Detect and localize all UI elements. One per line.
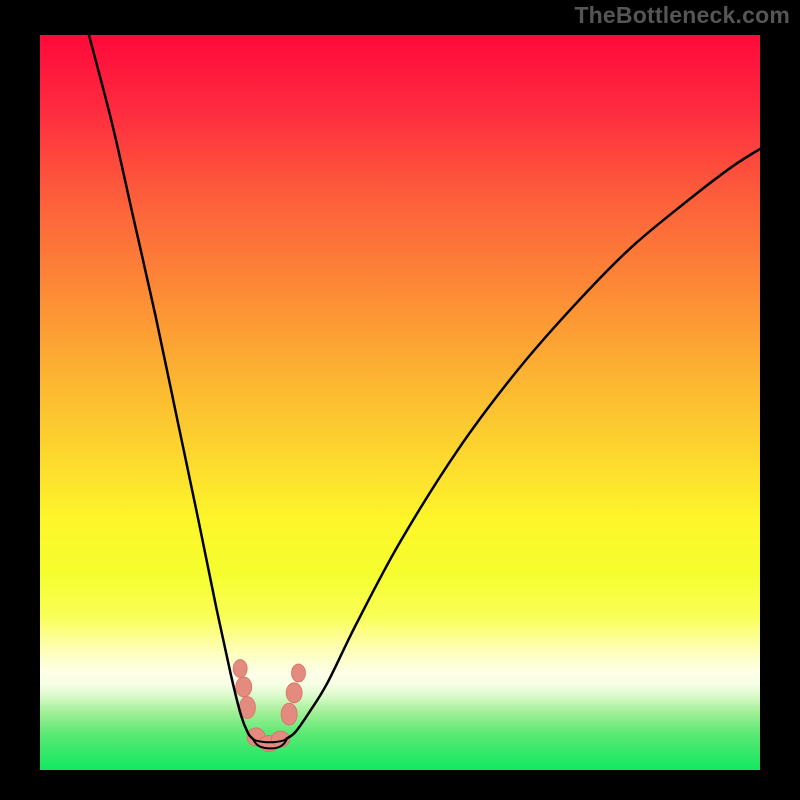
bead-1 — [236, 677, 252, 697]
bead-0 — [233, 660, 247, 678]
gradient-background — [40, 35, 760, 770]
bead-8 — [291, 664, 305, 682]
plot-area — [40, 35, 760, 770]
bead-6 — [281, 703, 297, 725]
canvas: TheBottleneck.com — [0, 0, 800, 800]
chart-svg — [40, 35, 760, 770]
watermark-text: TheBottleneck.com — [574, 2, 790, 29]
bead-7 — [286, 683, 302, 703]
